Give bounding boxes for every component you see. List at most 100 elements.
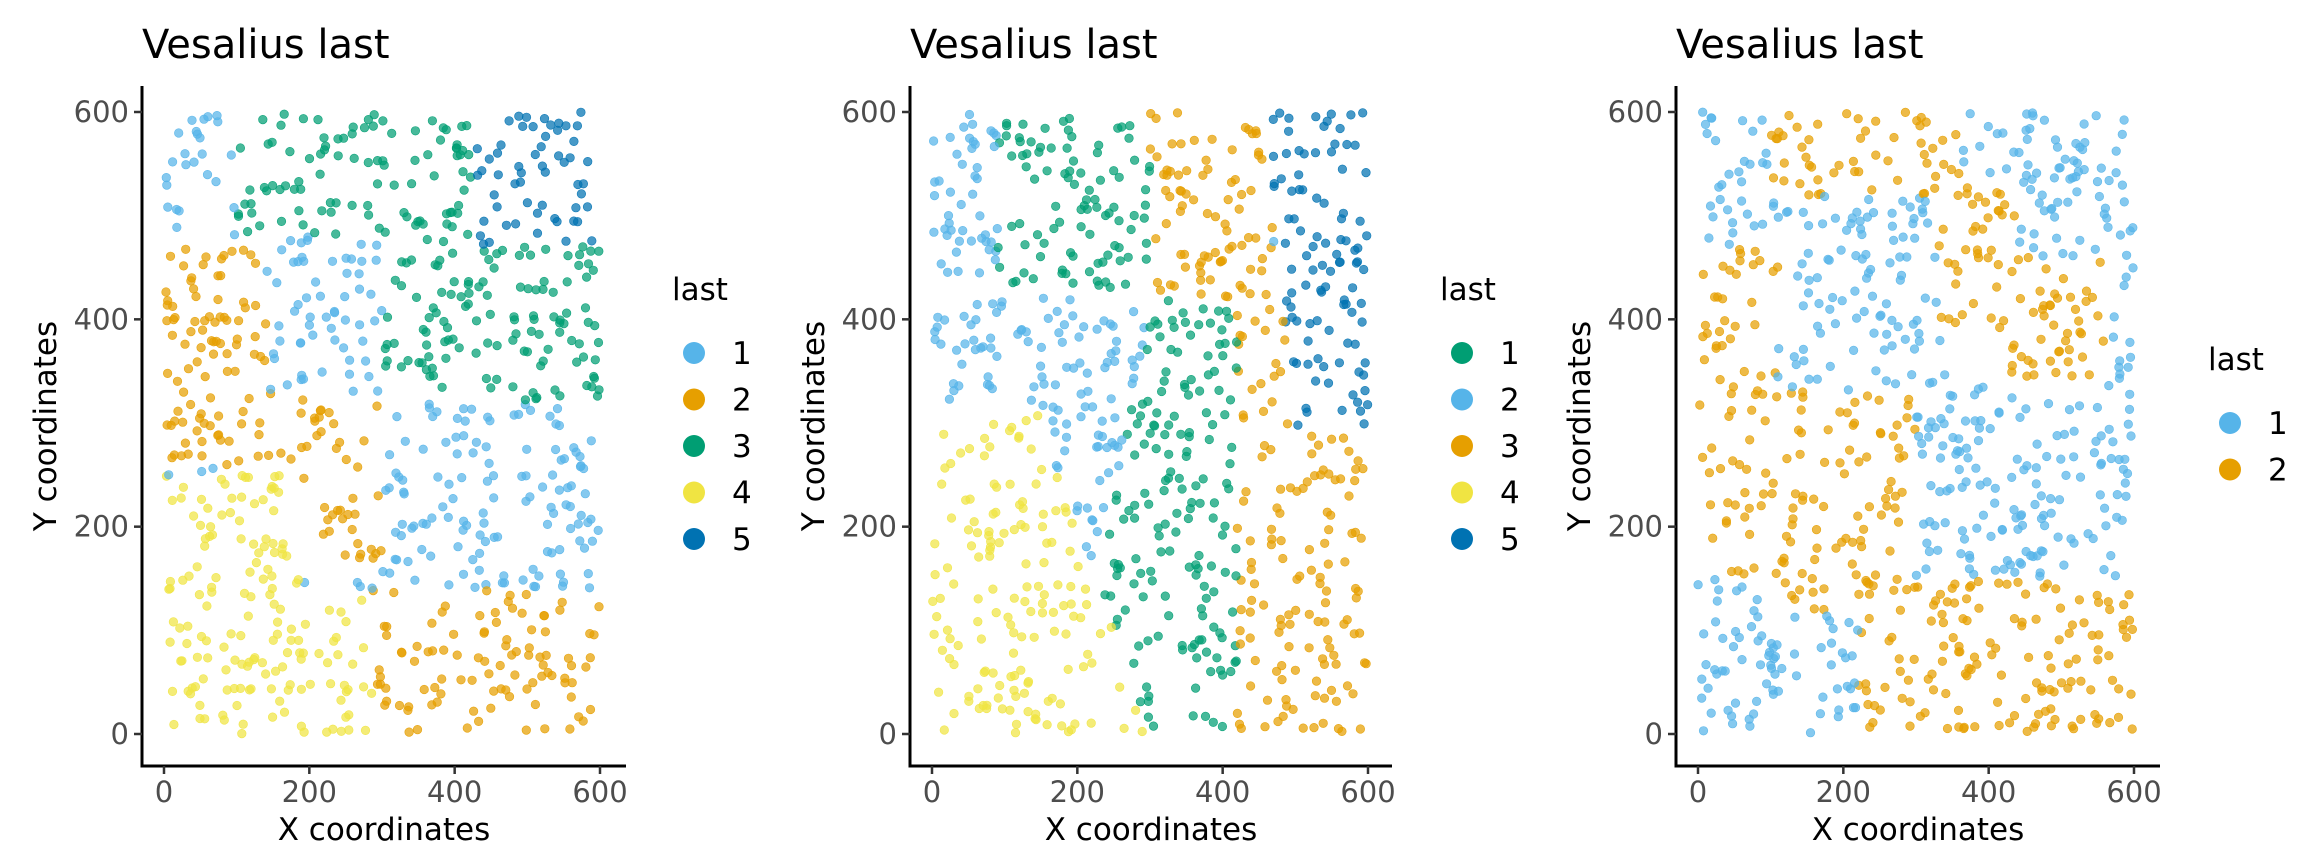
data-point bbox=[1790, 489, 1801, 499]
data-point bbox=[2122, 468, 2133, 479]
data-point bbox=[1819, 191, 1830, 202]
data-point bbox=[1246, 185, 1256, 196]
legend-key-1 bbox=[683, 342, 705, 364]
data-point bbox=[1187, 643, 1197, 653]
data-point bbox=[192, 652, 202, 662]
data-point bbox=[333, 650, 343, 660]
data-point bbox=[985, 551, 995, 561]
data-point bbox=[1001, 121, 1012, 131]
data-point bbox=[511, 329, 521, 339]
data-point bbox=[166, 420, 176, 431]
data-point bbox=[974, 268, 985, 278]
data-point bbox=[1098, 257, 1108, 267]
data-point bbox=[1054, 328, 1064, 338]
data-point bbox=[2067, 620, 2077, 630]
data-point bbox=[355, 320, 365, 330]
data-point bbox=[1747, 405, 1757, 415]
data-point bbox=[1076, 412, 1086, 422]
data-point bbox=[1968, 226, 1978, 236]
data-point bbox=[1161, 219, 1171, 229]
data-point bbox=[2104, 651, 2114, 661]
data-point bbox=[349, 153, 359, 163]
data-point bbox=[1061, 629, 1071, 639]
data-point bbox=[2056, 678, 2067, 688]
data-point bbox=[550, 214, 560, 224]
data-point bbox=[2123, 419, 2133, 429]
data-point bbox=[1014, 500, 1025, 510]
data-point bbox=[2112, 512, 2122, 522]
data-point bbox=[410, 155, 420, 165]
data-point bbox=[2046, 508, 2056, 518]
data-point bbox=[1880, 682, 1890, 693]
data-point bbox=[1737, 116, 1748, 126]
data-point bbox=[539, 113, 550, 124]
data-point bbox=[1307, 449, 1317, 459]
data-point bbox=[523, 284, 533, 294]
data-point bbox=[1302, 407, 1312, 417]
data-point bbox=[490, 607, 500, 618]
data-point bbox=[1962, 189, 1972, 199]
data-point bbox=[316, 149, 326, 159]
data-point bbox=[1939, 159, 1949, 169]
data-point bbox=[271, 666, 281, 676]
data-point bbox=[336, 607, 346, 617]
data-point bbox=[1748, 126, 1758, 136]
data-point bbox=[1225, 459, 1235, 469]
data-point bbox=[1217, 530, 1228, 540]
data-point bbox=[195, 700, 205, 711]
data-point bbox=[1787, 382, 1797, 392]
data-point bbox=[1730, 698, 1741, 708]
data-point bbox=[378, 116, 388, 126]
data-point bbox=[1829, 168, 1839, 178]
data-point bbox=[2092, 402, 2102, 413]
data-point bbox=[438, 502, 448, 512]
data-point bbox=[315, 169, 325, 179]
data-point bbox=[1277, 674, 1287, 685]
data-point bbox=[978, 700, 988, 711]
data-point bbox=[348, 122, 358, 132]
data-point bbox=[341, 712, 351, 722]
data-point bbox=[1848, 345, 1859, 356]
data-point bbox=[1305, 319, 1315, 329]
data-point bbox=[1861, 686, 1871, 696]
data-point bbox=[189, 157, 199, 167]
data-point bbox=[1862, 577, 1872, 587]
data-point bbox=[2036, 491, 2046, 501]
data-point bbox=[2008, 343, 2018, 353]
data-point bbox=[588, 265, 598, 275]
data-point bbox=[1026, 137, 1036, 147]
data-point bbox=[475, 231, 486, 241]
data-point bbox=[1783, 206, 1793, 217]
data-point bbox=[1953, 266, 1963, 276]
data-point bbox=[555, 391, 565, 401]
data-point bbox=[1310, 376, 1321, 386]
data-point bbox=[1134, 641, 1144, 651]
data-point bbox=[2093, 311, 2103, 321]
data-point bbox=[2055, 163, 2065, 173]
data-point bbox=[359, 123, 370, 133]
data-point bbox=[484, 254, 494, 265]
data-point bbox=[463, 229, 473, 239]
data-point bbox=[585, 653, 595, 663]
data-point bbox=[1707, 443, 1717, 453]
data-point bbox=[1902, 413, 1912, 423]
data-point bbox=[578, 179, 589, 189]
data-point bbox=[488, 471, 499, 481]
data-point bbox=[944, 218, 954, 228]
data-point bbox=[1206, 561, 1216, 571]
data-point bbox=[1303, 359, 1313, 369]
data-point bbox=[930, 334, 940, 345]
data-point bbox=[1122, 429, 1132, 439]
data-point bbox=[571, 203, 581, 213]
legend-title: last bbox=[2208, 342, 2264, 378]
data-point bbox=[1234, 204, 1244, 214]
data-point bbox=[1917, 449, 1927, 459]
data-point bbox=[1737, 582, 1747, 592]
data-point bbox=[1171, 527, 1181, 537]
data-point bbox=[2052, 233, 2062, 243]
data-point bbox=[540, 167, 550, 177]
data-point bbox=[1237, 240, 1247, 250]
data-point bbox=[2056, 454, 2066, 464]
